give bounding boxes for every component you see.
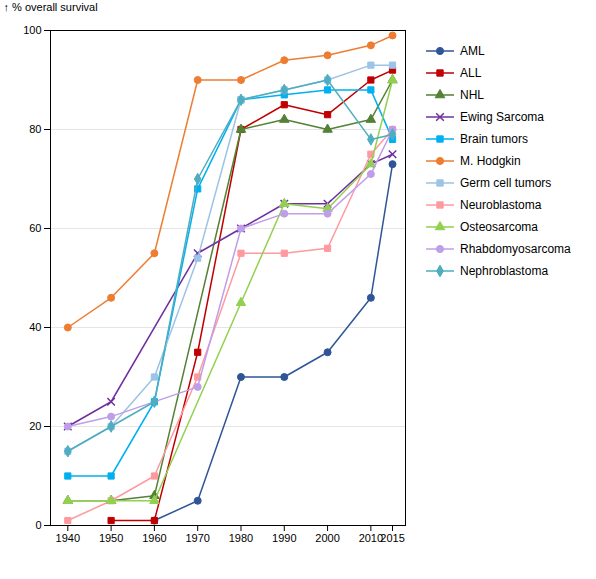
svg-text:100: 100: [23, 24, 41, 36]
svg-text:1950: 1950: [99, 532, 123, 544]
svg-text:80: 80: [29, 123, 41, 135]
svg-text:1990: 1990: [272, 532, 296, 544]
html-text:Ewing Sarcoma: Ewing Sarcoma: [460, 110, 544, 124]
svg-text:1940: 1940: [56, 532, 80, 544]
svg-text:40: 40: [29, 321, 41, 333]
html-text:M. Hodgkin: M. Hodgkin: [460, 154, 521, 168]
svg-text:1970: 1970: [185, 532, 209, 544]
svg-text:0: 0: [35, 519, 41, 531]
html-text:Nephroblastoma: Nephroblastoma: [460, 264, 549, 278]
svg-text:20: 20: [29, 420, 41, 432]
html-text:NHL: NHL: [460, 88, 484, 102]
svg-text:1980: 1980: [229, 532, 253, 544]
html-text:ALL: ALL: [460, 66, 482, 80]
html-text:Rhabdomyosarcoma: Rhabdomyosarcoma: [460, 242, 571, 256]
svg-text:2010: 2010: [358, 532, 384, 545]
svg-text:2000: 2000: [315, 532, 339, 544]
svg-text:2015: 2015: [380, 532, 404, 544]
html-text:Germ cell tumors: Germ cell tumors: [460, 176, 552, 190]
svg-text:60: 60: [29, 222, 41, 234]
svg-text:↑ % overall survival: ↑ % overall survival: [4, 1, 98, 13]
html-text:Brain tumors: Brain tumors: [460, 132, 528, 146]
html-text:Osteosarcoma: Osteosarcoma: [460, 220, 538, 234]
html-text:AML: AML: [460, 44, 485, 58]
svg-text:1960: 1960: [142, 532, 166, 544]
html-text:Neuroblastoma: Neuroblastoma: [460, 198, 542, 212]
